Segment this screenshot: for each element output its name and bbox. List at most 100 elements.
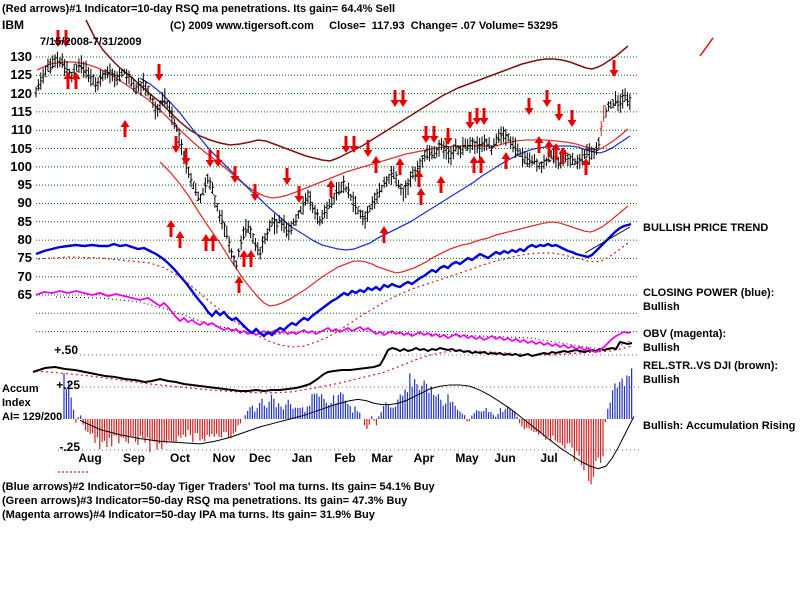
- buy-arrow-icon: [175, 231, 185, 248]
- month-label-jan: Jan: [291, 451, 313, 465]
- accum-index-label-2: Index: [2, 397, 31, 409]
- month-label-sep: Sep: [122, 451, 146, 465]
- ai-tick-plus25: +.25: [56, 378, 80, 392]
- sell-arrow-icon: [154, 64, 164, 81]
- price-tick-70: 70: [17, 268, 32, 284]
- buy-arrow-icon: [501, 152, 511, 169]
- quote-line: (C) 2009 www.tigersoft.com Close= 117.93…: [170, 20, 558, 32]
- price-tick-105: 105: [10, 140, 32, 156]
- indicator1-caption: (Red arrows)#1 Indicator=10-day RSQ ma p…: [2, 3, 396, 15]
- ai-tick-minus25: -.25: [59, 440, 80, 454]
- sell-arrow-icon: [465, 112, 475, 129]
- buy-arrow-icon: [208, 234, 218, 251]
- buy-arrow-icon: [63, 72, 73, 89]
- price-tick-115: 115: [11, 103, 32, 119]
- indicator2-caption: (Blue arrows)#2 Indicator=50-day Tiger T…: [2, 481, 435, 493]
- buy-arrow-icon: [234, 276, 244, 293]
- month-label-dec: Dec: [248, 451, 272, 465]
- buy-arrow-icon: [395, 158, 405, 175]
- buy-arrow-icon: [326, 180, 336, 197]
- upper-maroon-band: [85, 19, 629, 162]
- price-tick-80: 80: [17, 232, 32, 248]
- sell-arrow-icon: [479, 108, 489, 125]
- price-tick-65: 65: [17, 287, 32, 302]
- price-tick-110: 110: [11, 122, 32, 138]
- ai-tick-plus50: +.50: [54, 343, 78, 357]
- sell-arrow-icon: [213, 150, 223, 167]
- ai-ma-line: [79, 384, 635, 470]
- sell-arrow-icon: [421, 126, 431, 143]
- cp-red-dotted: [37, 242, 629, 348]
- relstr-red-dotted: [35, 345, 633, 394]
- buy-arrow-icon: [414, 170, 424, 187]
- price-tick-100: 100: [10, 158, 32, 174]
- price-tick-75: 75: [17, 250, 32, 266]
- closing-power-label: CLOSING POWER (blue):: [643, 287, 775, 299]
- sell-arrow-icon: [341, 136, 351, 153]
- buy-arrow-icon: [120, 120, 130, 137]
- sell-arrow-icon: [443, 128, 453, 145]
- sell-arrow-icon: [554, 104, 564, 121]
- month-label-apr: Apr: [413, 451, 435, 465]
- sell-arrow-icon: [524, 98, 534, 115]
- price-tick-90: 90: [17, 195, 32, 211]
- sell-arrow-icon: [205, 150, 215, 167]
- indicator4-caption: (Magenta arrows)#4 Indicator=50-day IPA …: [2, 509, 375, 521]
- month-label-nov: Nov: [212, 451, 236, 465]
- buy-arrow-icon: [544, 140, 554, 157]
- lower-red-band: [159, 161, 629, 307]
- price-tick-95: 95: [17, 177, 32, 193]
- sell-arrow-icon: [282, 168, 292, 185]
- sell-arrow-icon: [250, 184, 260, 201]
- sell-arrow-icon: [171, 136, 181, 153]
- ticker-symbol: IBM: [2, 18, 24, 32]
- sell-arrow-icon: [609, 60, 619, 77]
- accum-index-value: AI= 129/200: [2, 411, 63, 423]
- sell-arrow-icon: [181, 148, 191, 165]
- blue-price-ma: [139, 77, 631, 251]
- month-label-mar: Mar: [371, 451, 393, 465]
- buy-arrow-icon: [379, 226, 389, 243]
- month-label-jul: Jul: [540, 451, 558, 465]
- sell-arrow-icon: [294, 186, 304, 203]
- cp-trendline: [584, 226, 631, 254]
- month-label-oct: Oct: [169, 451, 191, 465]
- closing-power-line: [35, 222, 632, 338]
- buy-arrow-icon: [201, 234, 211, 251]
- buy-arrow-icon: [166, 220, 176, 237]
- obv-status: Bullish: [643, 342, 680, 354]
- accum-index-label-1: Accum: [2, 383, 39, 395]
- buy-arrow-icon: [551, 143, 561, 160]
- sell-arrow-icon: [429, 126, 439, 143]
- sell-arrow-icon: [230, 166, 240, 183]
- sell-arrow-icon: [472, 108, 482, 125]
- buy-arrow-icon: [469, 156, 479, 173]
- obv-ma-dotted: [55, 296, 631, 350]
- buy-arrow-icon: [476, 156, 486, 173]
- price-tick-85: 85: [17, 213, 32, 229]
- price-tick-125: 125: [10, 67, 32, 83]
- buy-arrow-icon: [436, 176, 446, 193]
- sell-arrow-icon: [349, 136, 359, 153]
- buy-arrow-icon: [239, 250, 249, 267]
- indicator3-caption: (Green arrows)#3 Indicator=50-day RSQ ma…: [2, 495, 408, 507]
- price-tick-130: 130: [10, 49, 32, 64]
- sell-arrow-icon: [53, 30, 63, 47]
- buy-arrow-icon: [558, 147, 568, 164]
- relstr-line: [32, 340, 633, 393]
- month-label-aug: Aug: [78, 451, 102, 465]
- relstr-status: Bullish: [643, 374, 680, 386]
- relstr-label: REL.STR..VS DJI (brown):: [643, 360, 779, 372]
- sell-arrow-icon: [363, 140, 373, 157]
- buy-arrow-icon: [416, 188, 426, 205]
- sell-arrow-icon: [61, 30, 71, 47]
- price-tick-120: 120: [10, 85, 32, 101]
- month-label-feb: Feb: [334, 451, 356, 465]
- buy-arrow-icon: [534, 136, 544, 153]
- sell-arrow-icon: [398, 90, 408, 107]
- buy-arrow-icon: [71, 72, 81, 89]
- accumulation-status: Bullish: Accumulation Rising: [643, 420, 796, 432]
- obv-label: OBV (magenta):: [643, 328, 727, 340]
